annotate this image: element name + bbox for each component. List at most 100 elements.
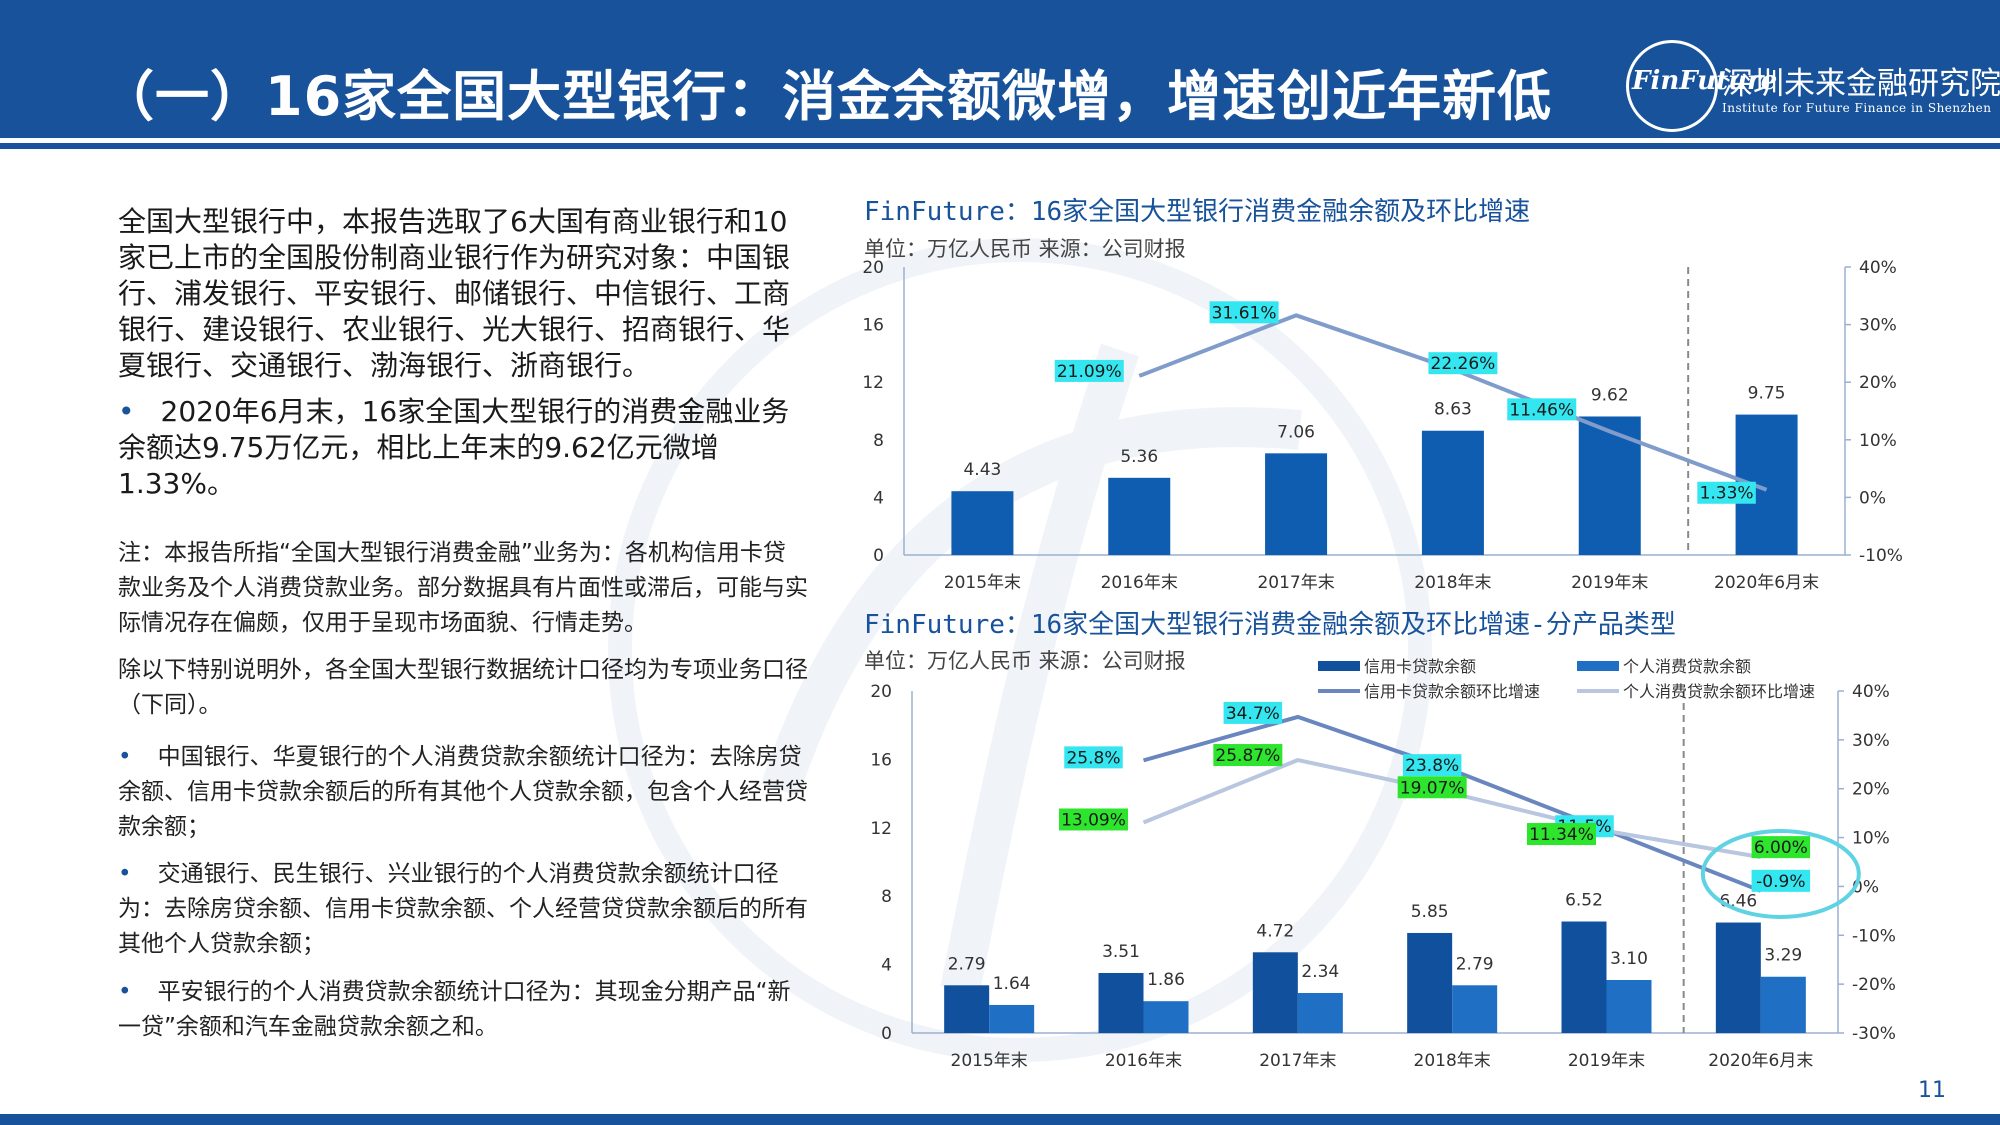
legend-swatch <box>1318 661 1360 671</box>
bar <box>1735 414 1798 555</box>
intro-paragraph: 全国大型银行中，本报告选取了6大国有商业银行和10家已上市的全国股份制商业银行作… <box>118 205 791 382</box>
x-axis-tick: 2016年末 <box>1101 573 1178 593</box>
legend-label: 个人消费贷款余额环比增速 <box>1623 682 1815 701</box>
x-axis-tick: 2019年末 <box>1568 1051 1645 1071</box>
growth-data-label-bg <box>1428 352 1498 375</box>
bar-data-label: 9.75 <box>1748 384 1786 404</box>
growth-data-label: 21.09% <box>1057 362 1122 382</box>
bar-data-label: 2.34 <box>1301 962 1339 982</box>
key-finding-bullet: • 2020年6月末，16家全国大型银行的消费金融业务余额达9.75万亿元，相比上… <box>118 394 808 502</box>
chart2-unit: 单位：万亿人民币 来源：公司财报 <box>864 649 1186 673</box>
finfuture-logo-icon <box>1626 40 1718 132</box>
left-axis-tick: 16 <box>870 750 892 770</box>
growth-data-label: 11.46% <box>1509 400 1574 420</box>
org-name: 深圳未来金融研究院 <box>1722 66 2000 102</box>
x-axis-tick: 2017年末 <box>1259 1051 1336 1071</box>
org-subtitle: Institute for Future Finance in Shenzhen <box>1722 101 1992 115</box>
right-axis-tick: 20% <box>1859 373 1897 393</box>
bar <box>951 491 1014 555</box>
bar <box>1578 416 1641 555</box>
credit-card-growth-label: 34.7% <box>1226 704 1280 724</box>
growth-data-label-bg <box>1507 398 1577 421</box>
bar <box>944 985 990 1033</box>
consumer-loan-growth-label-bg <box>1059 808 1128 831</box>
x-axis-tick: 2020年6月末 <box>1714 573 1819 593</box>
right-axis-tick: 40% <box>1852 682 1890 702</box>
growth-data-label: 1.33% <box>1700 484 1754 504</box>
chart2-title: FinFuture：16家全国大型银行消费金融余额及环比增速-分产品类型 <box>864 610 1676 640</box>
bar <box>1108 477 1171 555</box>
legend-label: 信用卡贷款余额 <box>1364 657 1476 676</box>
credit-card-growth-label-bg <box>1223 701 1283 724</box>
right-axis-tick: 20% <box>1852 780 1890 800</box>
consumer-loan-growth-label-bg <box>1751 836 1811 859</box>
credit-card-growth-label: 25.8% <box>1066 748 1120 768</box>
consumer-loan-growth-label-bg <box>1527 823 1596 846</box>
bar <box>1407 932 1453 1033</box>
note-bullet-text: 中国银行、华夏银行的个人消费贷款余额统计口径为：去除房贷余额、信用卡贷款余额后的… <box>118 744 808 840</box>
right-axis-tick: -10% <box>1859 546 1903 566</box>
right-axis-tick: 40% <box>1859 258 1897 278</box>
bar-data-label: 4.43 <box>963 460 1001 480</box>
legend-label: 个人消费贷款余额 <box>1623 657 1751 676</box>
credit-card-growth-label: -0.9% <box>1756 872 1805 892</box>
bar-data-label: 5.85 <box>1411 902 1449 922</box>
x-axis-tick: 2015年末 <box>951 1051 1028 1071</box>
left-axis-tick: 8 <box>873 431 884 451</box>
credit-card-growth-label-bg <box>1064 746 1123 769</box>
consumer-loan-growth-label: 13.09% <box>1061 810 1126 830</box>
bar <box>1606 979 1652 1033</box>
page-title: （一）16家全国大型银行：消金余额微增，增速创近年新低 <box>100 65 1553 128</box>
bar <box>1760 976 1806 1033</box>
bar <box>1452 985 1498 1033</box>
left-axis-tick: 16 <box>862 316 884 336</box>
bar-data-label: 5.36 <box>1120 447 1158 467</box>
highlight-circle <box>1700 828 1861 919</box>
bar <box>1143 1001 1189 1033</box>
left-axis-tick: 20 <box>870 682 892 702</box>
bar <box>1715 922 1761 1033</box>
growth-data-label: 22.26% <box>1431 354 1496 374</box>
growth-line <box>1142 714 1762 893</box>
bar-data-label: 2.79 <box>948 954 986 974</box>
chart1-unit: 单位：万亿人民币 来源：公司财报 <box>864 237 1186 261</box>
bar <box>1252 952 1298 1033</box>
x-axis-tick: 2020年6月末 <box>1708 1051 1813 1071</box>
credit-card-growth-label: 23.8% <box>1405 756 1459 776</box>
left-axis-tick: 4 <box>881 956 892 976</box>
note-bullet-2: • 交通银行、民生银行、兴业银行的个人消费贷款余额统计口径为：去除房贷余额、信用卡… <box>118 857 808 962</box>
growth-data-label: 31.61% <box>1212 303 1277 323</box>
right-axis-tick: 10% <box>1859 431 1897 451</box>
bullet-icon: • <box>118 395 135 428</box>
consumer-loan-growth-label: 25.87% <box>1215 746 1280 766</box>
bar-data-label: 3.29 <box>1764 946 1802 966</box>
footer-bar <box>0 1114 2000 1125</box>
x-axis-tick: 2018年末 <box>1414 1051 1491 1071</box>
right-axis-tick: 0% <box>1859 488 1886 508</box>
credit-card-growth-label-bg <box>1751 869 1811 892</box>
credit-card-growth-label: 11.5% <box>1557 817 1611 837</box>
bar <box>1561 921 1607 1033</box>
key-finding-text: 2020年6月末，16家全国大型银行的消费金融业务余额达9.75万亿元，相比上年… <box>118 395 790 500</box>
note-bullet-3: • 平安银行的个人消费贷款余额统计口径为：其现金分期产品“新一贷”余额和汽车金融贷… <box>118 975 808 1045</box>
right-axis-tick: 30% <box>1859 316 1897 336</box>
right-axis-tick: 30% <box>1852 731 1890 751</box>
consumer-loan-growth-label: 11.34% <box>1529 825 1594 845</box>
growth-data-label-bg <box>1697 481 1756 504</box>
note-bullet-text: 平安银行的个人消费贷款余额统计口径为：其现金分期产品“新一贷”余额和汽车金融贷款… <box>118 979 791 1040</box>
right-axis-tick: -30% <box>1852 1024 1896 1044</box>
bar-data-label: 1.64 <box>993 974 1031 994</box>
left-axis-tick: 12 <box>870 819 892 839</box>
right-axis-tick: 0% <box>1852 877 1879 897</box>
right-axis-tick: -20% <box>1852 975 1896 995</box>
bar <box>1421 430 1484 555</box>
x-axis-tick: 2018年末 <box>1414 573 1491 593</box>
note-definition: 注：本报告所指“全国大型银行消费金融”业务为：各机构信用卡贷款业务及个人消费贷款… <box>118 540 808 636</box>
bar-data-label: 8.63 <box>1434 400 1472 420</box>
legend-label: 信用卡贷款余额环比增速 <box>1364 682 1540 701</box>
left-axis-tick: 0 <box>873 546 884 566</box>
consumer-loan-growth-label: 19.07% <box>1400 778 1465 798</box>
growth-line <box>1138 313 1768 492</box>
bar-data-label: 1.86 <box>1147 970 1185 990</box>
x-axis-tick: 2015年末 <box>944 573 1021 593</box>
